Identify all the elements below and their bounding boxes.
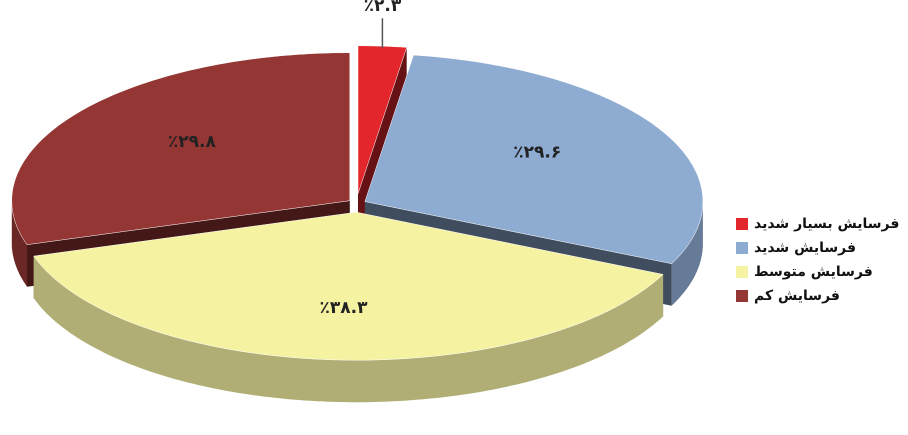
legend-label: فرسایش متوسط [754,264,873,280]
data-label: ٪۲.۳ [364,0,402,16]
slice-side [33,256,664,403]
legend-label: فرسایش بسیار شدید [754,216,899,232]
slice-side [671,201,703,306]
legend-label: فرسایش کم [754,288,840,304]
data-label: ٪۲۹.۸ [168,132,217,152]
data-label: ٪۲۹.۶ [513,143,561,163]
legend-swatch [736,242,748,254]
legend-label: فرسایش شدید [754,240,856,256]
slice [11,52,351,245]
legend-swatch [736,266,748,278]
legend-swatch [736,218,748,230]
slice-side [11,200,27,287]
slice [33,211,664,361]
data-label: ٪۳۸.۳ [319,298,368,318]
slice [364,54,704,264]
legend-swatch [736,290,748,302]
